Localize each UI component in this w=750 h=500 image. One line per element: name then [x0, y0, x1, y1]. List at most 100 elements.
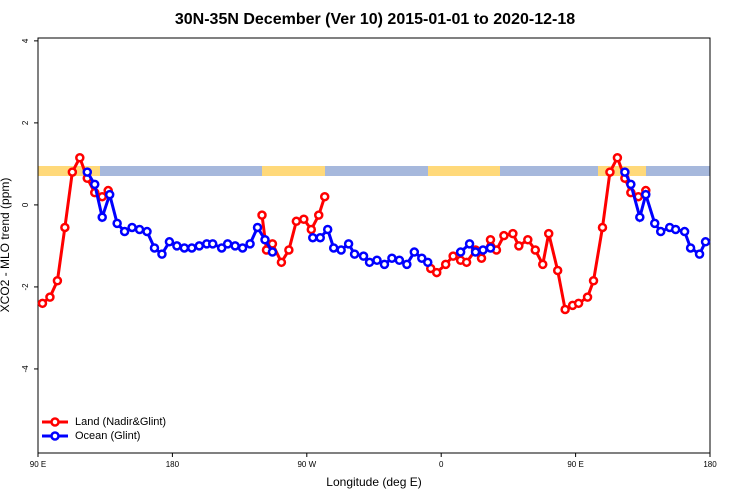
point	[597, 222, 608, 233]
point	[582, 292, 593, 302]
ocean-strip	[38, 166, 710, 176]
point	[127, 222, 137, 233]
point	[455, 247, 466, 257]
point	[207, 239, 218, 249]
point	[464, 239, 475, 249]
point	[409, 247, 420, 257]
point	[364, 257, 375, 268]
point	[478, 245, 488, 255]
point	[685, 243, 696, 253]
point	[237, 243, 248, 253]
point	[260, 235, 270, 245]
point	[164, 237, 175, 247]
y-tick-label: -4	[21, 365, 30, 373]
point	[423, 257, 433, 268]
point	[543, 228, 554, 239]
point	[485, 235, 496, 245]
point	[306, 224, 317, 235]
land-strip	[428, 166, 500, 176]
legend-label: Ocean (Glint)	[75, 430, 140, 442]
point	[560, 304, 570, 315]
point	[626, 179, 636, 190]
point	[222, 239, 233, 249]
point	[267, 247, 278, 257]
point	[60, 222, 70, 233]
point	[216, 243, 227, 253]
point	[670, 224, 681, 235]
plot-frame	[37, 37, 711, 454]
point	[257, 210, 267, 220]
point	[679, 226, 690, 237]
point	[67, 167, 78, 177]
point	[641, 189, 651, 200]
point	[245, 239, 255, 249]
point	[461, 257, 472, 268]
point	[470, 247, 481, 257]
point	[45, 292, 55, 302]
point	[514, 241, 524, 251]
point	[343, 239, 354, 249]
point	[700, 237, 711, 247]
point	[313, 210, 324, 220]
point	[379, 259, 390, 270]
point	[179, 243, 190, 253]
point	[104, 189, 115, 200]
point	[299, 214, 309, 225]
point	[431, 267, 442, 278]
point	[552, 265, 563, 276]
point	[315, 232, 325, 243]
point	[387, 253, 397, 263]
point	[417, 253, 427, 263]
point	[319, 191, 330, 202]
point	[523, 235, 533, 245]
point	[655, 226, 666, 237]
point	[82, 167, 93, 177]
legend-label: Land (Nadir&Glint)	[75, 416, 166, 428]
point	[252, 222, 263, 233]
point	[157, 249, 167, 259]
point	[358, 251, 369, 261]
point	[336, 245, 346, 255]
point	[97, 212, 107, 222]
point	[588, 276, 599, 286]
series-line	[85, 171, 707, 267]
legend-marker	[50, 417, 60, 427]
point	[349, 249, 360, 259]
land-strip	[262, 166, 325, 176]
point	[508, 228, 518, 239]
point	[97, 191, 107, 202]
x-tick-label: 90 W	[297, 460, 316, 469]
point	[476, 253, 487, 263]
point	[149, 243, 160, 253]
point	[172, 241, 182, 251]
point	[75, 152, 85, 163]
point	[89, 179, 100, 190]
point	[112, 218, 122, 229]
point	[134, 224, 145, 235]
point	[187, 243, 197, 253]
y-tick-label: -2	[21, 283, 30, 291]
point	[276, 257, 287, 268]
point	[620, 167, 630, 177]
point	[37, 298, 48, 309]
x-axis-label: Longitude (deg E)	[326, 475, 421, 489]
x-tick-label: 90 E	[30, 460, 46, 469]
point	[605, 167, 615, 177]
point	[328, 243, 339, 253]
x-tick-label: 90 E	[567, 460, 583, 469]
point	[573, 298, 584, 309]
point	[649, 218, 660, 229]
point	[284, 245, 294, 255]
y-tick-label: 0	[21, 202, 30, 207]
chart-title: 30N-35N December (Ver 10) 2015-01-01 to …	[175, 11, 575, 28]
point	[694, 249, 705, 259]
point	[372, 255, 382, 266]
point	[142, 226, 152, 237]
point	[448, 251, 458, 261]
point	[499, 230, 509, 241]
x-tick-label: 180	[703, 460, 717, 469]
x-tick-label: 180	[166, 460, 180, 469]
y-axis-label: XCO2 - MLO trend (ppm)	[0, 178, 12, 313]
y-tick-label: 2	[21, 120, 30, 125]
